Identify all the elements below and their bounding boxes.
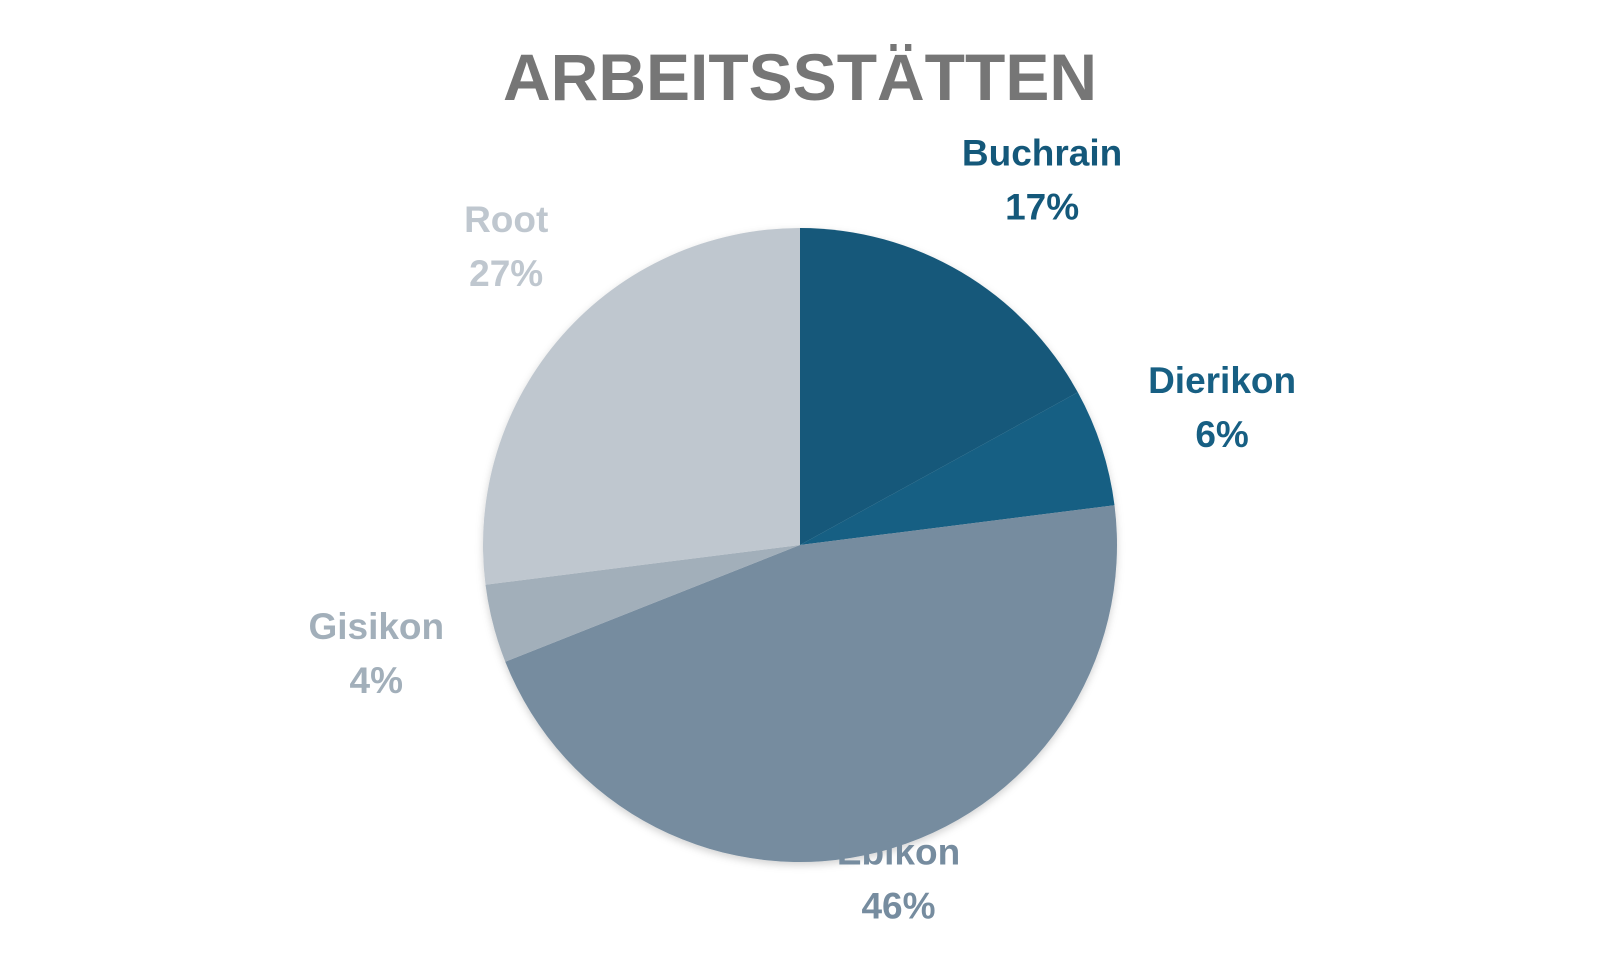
slice-label-name-gisikon: Gisikon bbox=[308, 606, 444, 647]
pie-slices bbox=[483, 228, 1118, 863]
chart-title: ARBEITSSTÄTTEN bbox=[503, 40, 1097, 114]
slice-label-name-ebikon: Ebikon bbox=[837, 832, 960, 873]
pie-slice-dierikon bbox=[800, 392, 1115, 545]
slice-label-percent-buchrain: 17% bbox=[1005, 187, 1079, 228]
pie-slice-gisikon bbox=[485, 545, 800, 662]
slice-label-name-buchrain: Buchrain bbox=[962, 133, 1122, 174]
slice-label-percent-dierikon: 6% bbox=[1195, 414, 1248, 455]
slice-label-name-dierikon: Dierikon bbox=[1148, 360, 1296, 401]
slice-labels: Buchrain 17% Dierikon 6% Ebikon 46% Gisikon 4% R… bbox=[308, 133, 1296, 927]
pie-slice-buchrain bbox=[800, 228, 1078, 545]
slice-label-percent-gisikon: 4% bbox=[350, 660, 403, 701]
pie-slice-ebikon bbox=[505, 505, 1118, 863]
slice-label-percent-ebikon: 46% bbox=[861, 886, 935, 927]
slice-label-percent-root: 27% bbox=[469, 253, 543, 294]
pie-slice-root bbox=[483, 228, 800, 585]
slice-label-name-root: Root bbox=[464, 199, 548, 240]
